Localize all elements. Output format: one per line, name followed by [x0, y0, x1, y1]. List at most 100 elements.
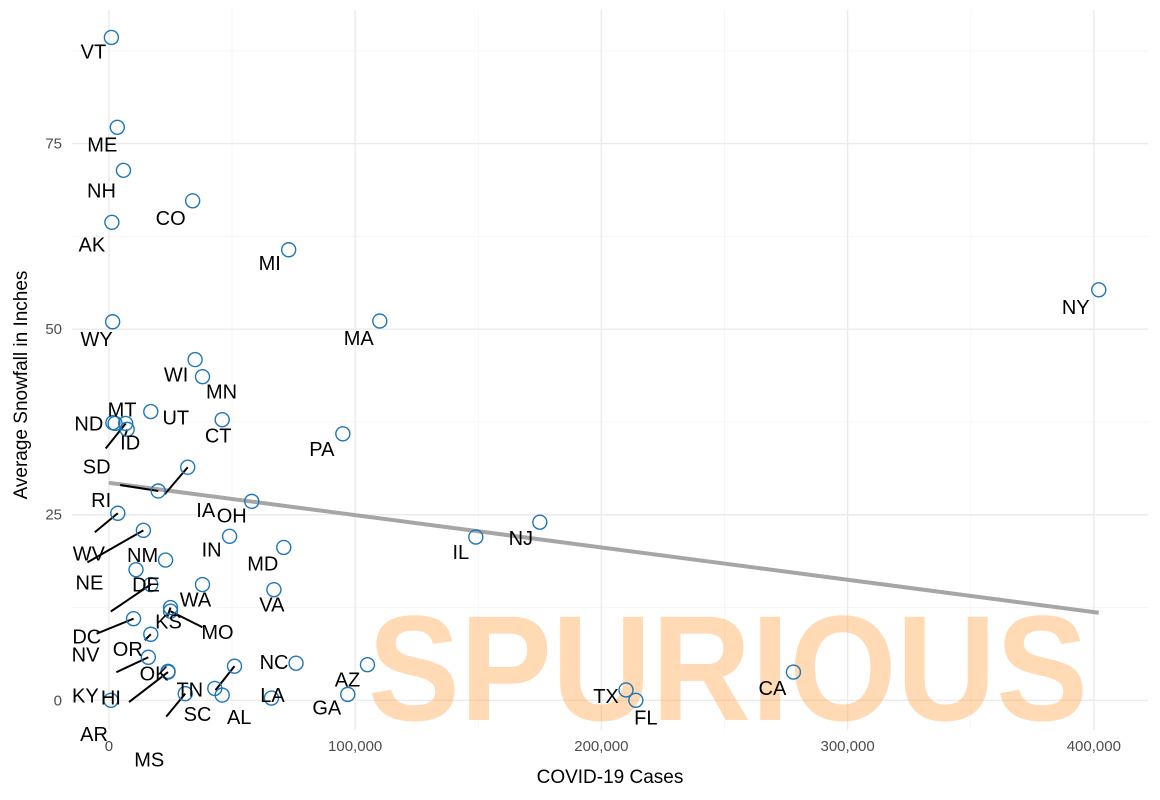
y-tick-label: 50 [45, 321, 62, 338]
point-label-tx: TX [593, 686, 619, 708]
point-label-tn: TN [176, 679, 203, 701]
point-label-nv: NV [72, 645, 100, 667]
point-label-ct: CT [205, 426, 232, 448]
point-label-ny: NY [1062, 297, 1090, 319]
data-point-ar [160, 664, 176, 680]
data-point-az [359, 656, 376, 673]
point-label-wi: WI [164, 365, 188, 387]
leader-line-ia [163, 466, 189, 495]
leader-line-ar [128, 671, 169, 703]
data-point-al [214, 687, 230, 703]
leader-line-dc [110, 583, 152, 613]
data-point-mo [162, 603, 179, 619]
data-point-ma [372, 313, 388, 329]
data-point-ms [177, 685, 193, 702]
point-label-ok: OK [140, 663, 170, 685]
point-label-mo: MO [201, 622, 233, 644]
data-point-ia [180, 459, 196, 475]
point-label-wa: WA [180, 590, 212, 612]
data-point-dc [143, 576, 159, 593]
grid-lines [72, 10, 1148, 730]
point-label-mn: MN [206, 382, 237, 404]
data-point-in [221, 528, 238, 544]
point-label-de: DE [132, 575, 160, 597]
x-tick-label: 100,000 [328, 738, 382, 755]
point-label-ri: RI [91, 490, 111, 512]
data-point-il [468, 529, 484, 545]
data-points [103, 29, 1107, 709]
data-point-nc [288, 655, 304, 671]
point-label-or: OR [113, 639, 143, 661]
data-point-co [184, 193, 201, 209]
point-label-ia: IA [196, 500, 216, 522]
point-label-ks: KS [155, 612, 182, 634]
data-point-nj [532, 514, 548, 530]
point-label-va: VA [259, 595, 285, 617]
point-label-wv: WV [73, 543, 106, 565]
watermark-text: SPURIOUS [368, 584, 1088, 752]
point-label-ca: CA [759, 678, 787, 700]
data-point-wa [194, 576, 211, 593]
data-point-ut [143, 403, 159, 420]
data-point-sd [117, 415, 134, 432]
point-label-co: CO [156, 208, 186, 230]
data-point-wy [104, 314, 121, 330]
data-point-va [266, 582, 282, 598]
point-label-in: IN [202, 539, 222, 561]
data-point-or [143, 626, 159, 642]
x-tick-label: 300,000 [820, 738, 874, 755]
data-point-wv [110, 505, 126, 521]
point-label-ar: AR [80, 724, 108, 746]
point-label-hi: HI [101, 687, 121, 709]
point-label-fl: FL [634, 707, 657, 729]
point-label-wy: WY [81, 329, 113, 351]
data-point-nv [125, 610, 142, 627]
data-point-ak [104, 214, 120, 230]
data-point-ga [340, 686, 356, 703]
point-label-il: IL [452, 542, 469, 564]
data-point-ks [162, 599, 179, 616]
leader-line-ky [115, 656, 149, 674]
data-point-ny [1091, 282, 1107, 298]
leader-line-nv [96, 617, 134, 635]
y-tick-labels: 0 25 50 75 [45, 136, 62, 710]
point-label-ak: AK [79, 234, 106, 256]
leader-line-sd [104, 422, 127, 450]
x-tick-label: 0 [105, 738, 113, 755]
point-label-sd: SD [83, 456, 111, 478]
point-label-ky: KY [72, 685, 99, 707]
point-label-la: LA [260, 685, 285, 707]
data-point-fl [628, 692, 644, 709]
point-label-pa: PA [309, 439, 335, 461]
leader-line-ks [166, 607, 172, 617]
point-label-md: MD [247, 553, 278, 575]
data-point-mn [194, 368, 211, 385]
point-label-id: ID [120, 432, 140, 454]
leader-line-mo [170, 610, 203, 629]
leader-line-wv [94, 512, 119, 534]
trend-line [108, 480, 1100, 615]
data-point-oh [244, 493, 260, 510]
point-label-ne: NE [76, 572, 104, 594]
label-leader-lines [86, 422, 236, 718]
point-label-nc: NC [260, 652, 289, 674]
data-point-nh [115, 162, 132, 179]
point-labels: VT ME NH CO AK MI NY WY MA WI MN MT UT ND ID CT PA SD IA RI… [72, 41, 1090, 771]
point-label-me: ME [87, 134, 117, 156]
x-tick-labels: 0 100,000 200,000 300,000 400,000 [105, 738, 1121, 755]
point-label-dc: DC [72, 627, 101, 649]
point-label-ut: UT [162, 408, 189, 430]
leader-line-ms [165, 692, 187, 718]
point-label-ma: MA [344, 328, 375, 350]
data-point-sc [226, 658, 243, 674]
data-point-tx [618, 682, 634, 698]
data-point-wi [187, 351, 203, 368]
point-label-mi: MI [259, 253, 281, 275]
point-label-sc: SC [184, 704, 212, 726]
data-point-ct [214, 412, 230, 428]
data-point-md [276, 539, 292, 556]
data-point-ri [150, 483, 166, 499]
y-axis-title: Average Snowfall in Inches [11, 271, 32, 500]
leader-line-ne [86, 529, 144, 564]
